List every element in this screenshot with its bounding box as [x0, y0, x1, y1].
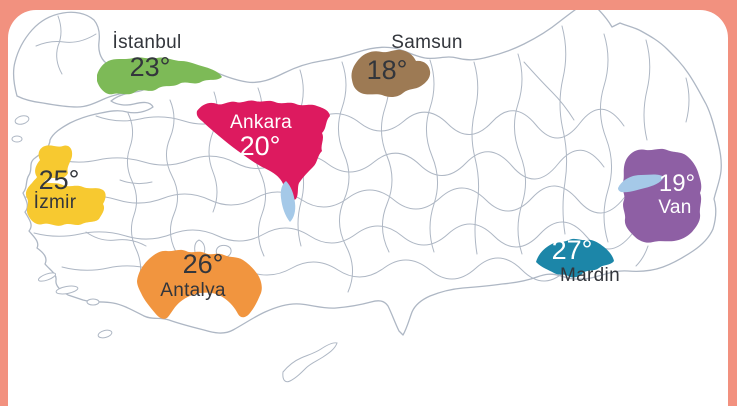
- island-gokceada: [14, 115, 30, 125]
- region-izmir: [25, 145, 106, 226]
- region-istanbul: [97, 57, 222, 95]
- region-van: [622, 148, 702, 243]
- region-ankara: [196, 100, 330, 201]
- ankara-city-label: Ankara: [229, 112, 293, 133]
- antalya-city-label: Antalya: [160, 280, 226, 301]
- region-samsun: [351, 49, 431, 98]
- island-aegean-1: [37, 272, 57, 282]
- island-aegean-3: [86, 298, 100, 306]
- izmir-city-label: İzmir: [33, 192, 77, 213]
- region-mardin: [536, 238, 614, 278]
- antalya-temp-label: 26°: [182, 249, 224, 279]
- istanbul-temp-label: 23°: [129, 52, 171, 82]
- lake-van: [618, 174, 664, 193]
- turkey-map: [11, 10, 722, 383]
- map-panel: İstanbul 23° Samsun 18° Ankara 20° 25° İ…: [8, 10, 728, 406]
- island-aegean-4: [97, 329, 113, 339]
- lake-tuz: [280, 181, 296, 222]
- island-bozcaada: [11, 135, 23, 143]
- van-city-label: Van: [658, 197, 692, 218]
- islands: [11, 115, 338, 383]
- province-borders: [25, 15, 690, 293]
- island-cyprus: [282, 342, 338, 383]
- region-antalya: [137, 249, 262, 319]
- map-canvas: İstanbul 23° Samsun 18° Ankara 20° 25° İ…: [8, 10, 728, 406]
- ankara-temp-label: 20°: [239, 131, 281, 161]
- istanbul-city-label: İstanbul: [112, 32, 182, 53]
- samsun-city-label: Samsun: [391, 32, 463, 53]
- van-temp-label: 19°: [658, 170, 696, 197]
- island-aegean-2: [55, 285, 79, 295]
- izmir-temp-label: 25°: [38, 165, 80, 195]
- samsun-temp-label: 18°: [366, 55, 408, 85]
- mardin-temp-label: 27°: [551, 235, 593, 265]
- mardin-city-label: Mardin: [560, 265, 620, 286]
